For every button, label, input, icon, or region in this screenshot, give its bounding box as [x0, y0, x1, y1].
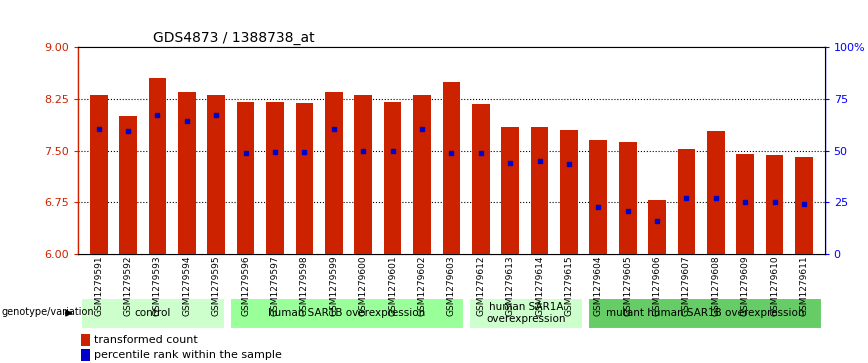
Bar	[296, 103, 313, 254]
Bar	[678, 149, 695, 254]
Text: human SAR1A
overexpression: human SAR1A overexpression	[486, 302, 566, 324]
Bar	[325, 92, 343, 254]
Bar	[707, 131, 725, 254]
Text: human SAR1B overexpression: human SAR1B overexpression	[268, 308, 425, 318]
Text: percentile rank within the sample: percentile rank within the sample	[94, 350, 281, 360]
Bar	[237, 102, 254, 254]
Bar	[207, 95, 225, 254]
Bar	[148, 78, 167, 254]
Bar	[530, 127, 549, 254]
Text: control: control	[135, 308, 171, 318]
Text: GDS4873 / 1388738_at: GDS4873 / 1388738_at	[153, 31, 314, 45]
Text: transformed count: transformed count	[94, 335, 198, 345]
Bar	[795, 157, 812, 254]
Bar	[736, 154, 754, 254]
Bar	[384, 102, 401, 254]
Bar	[766, 155, 784, 254]
Bar	[266, 102, 284, 254]
Bar	[413, 95, 431, 254]
Text: genotype/variation: genotype/variation	[2, 307, 95, 317]
Bar	[81, 349, 90, 362]
Bar	[560, 130, 578, 254]
Bar	[502, 127, 519, 254]
Bar	[472, 104, 490, 254]
Bar	[589, 298, 822, 329]
Bar	[589, 140, 607, 254]
Bar	[90, 95, 108, 254]
Bar	[178, 92, 195, 254]
Bar	[119, 116, 137, 254]
Bar	[469, 298, 583, 329]
Bar	[354, 95, 372, 254]
Bar	[619, 142, 636, 254]
Bar	[81, 334, 90, 346]
Bar	[443, 82, 460, 254]
Bar	[230, 298, 464, 329]
Text: mutant human SAR1B overexpression: mutant human SAR1B overexpression	[606, 308, 805, 318]
Bar	[81, 298, 225, 329]
Bar	[648, 200, 666, 254]
